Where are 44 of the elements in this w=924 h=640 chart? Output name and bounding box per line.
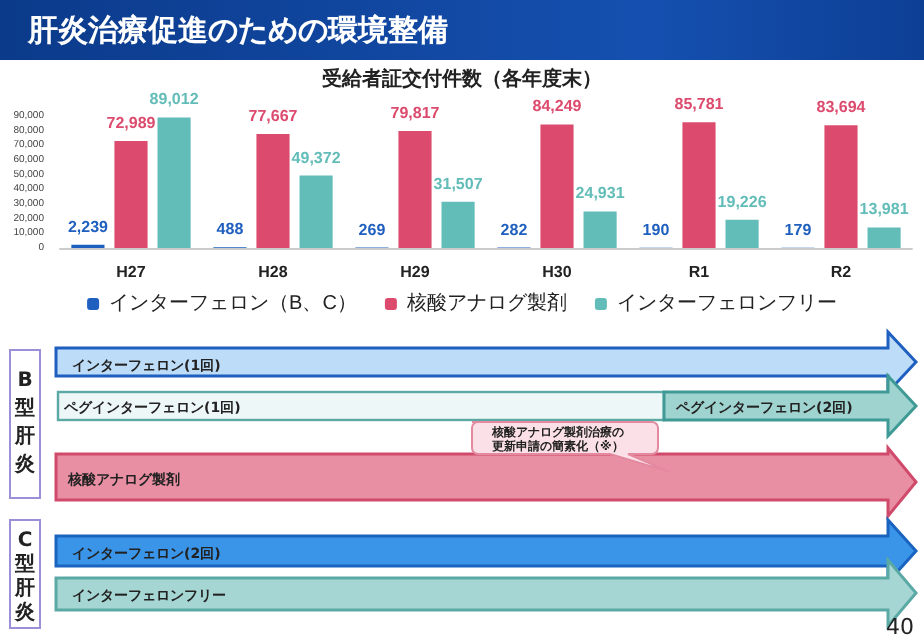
- bar: [256, 134, 290, 248]
- data-label: 179: [784, 220, 813, 239]
- data-label: 79,817: [390, 103, 441, 122]
- bar: [867, 227, 901, 248]
- data-label: 89,012: [149, 90, 200, 109]
- chart-title: 肝炎治療促進のための環境整備: [0, 0, 924, 60]
- data-label: 84,249: [532, 97, 583, 116]
- x-tick-label: H30: [542, 263, 573, 281]
- text: B型肝炎: [13, 370, 37, 476]
- bar: [725, 219, 759, 248]
- legend-label: インターフェロンフリー: [616, 293, 837, 315]
- bar: [682, 122, 716, 248]
- data-label: 13,981: [859, 200, 910, 219]
- x-tick-label: H29: [400, 263, 431, 281]
- data-label: 49,372: [291, 148, 342, 167]
- data-label: 72,989: [106, 113, 157, 132]
- x-tick-label: H27: [116, 263, 147, 281]
- data-label: 269: [358, 220, 387, 239]
- bar: [441, 201, 475, 248]
- data-label: 282: [500, 220, 529, 239]
- x-tick-label: R2: [830, 263, 853, 281]
- bar: [157, 117, 191, 248]
- bar: [114, 140, 148, 248]
- data-label: 24,931: [575, 184, 626, 203]
- text: C型肝炎: [13, 530, 37, 624]
- data-label: 19,226: [717, 192, 768, 211]
- bar: [540, 124, 574, 248]
- bar: [299, 175, 333, 248]
- data-label: 77,667: [248, 107, 299, 126]
- legend-label: 核酸アナログ製剤: [404, 291, 567, 315]
- data-label: 488: [216, 220, 245, 239]
- data-label: 31,507: [433, 174, 484, 193]
- data-label: 83,694: [816, 98, 867, 117]
- data-label: 190: [642, 220, 671, 239]
- bar: [824, 125, 858, 248]
- text: 40: [886, 614, 914, 640]
- x-tick-label: H28: [258, 263, 289, 281]
- data-label: 85,781: [674, 95, 725, 114]
- bar: [398, 130, 432, 248]
- x-tick-label: R1: [688, 263, 711, 281]
- legend-label: インターフェロン（B、C）: [109, 293, 357, 315]
- bar: [583, 211, 617, 248]
- data-label: 2,239: [67, 217, 110, 236]
- chart-subtitle: 受給者証交付件数（各年度末）: [320, 67, 602, 91]
